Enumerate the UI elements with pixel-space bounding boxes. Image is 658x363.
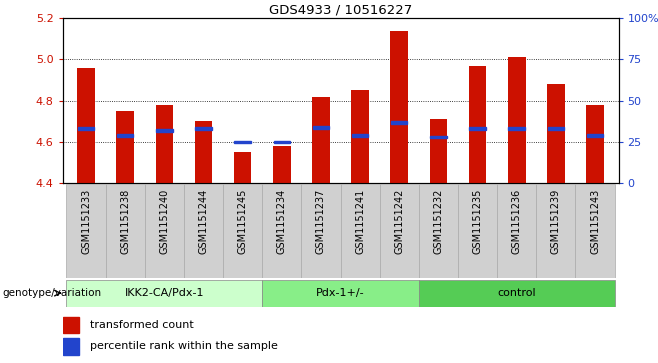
Bar xyxy=(301,184,341,278)
Text: GSM1151234: GSM1151234 xyxy=(277,189,287,254)
Bar xyxy=(547,84,565,183)
Text: GSM1151244: GSM1151244 xyxy=(199,189,209,254)
Bar xyxy=(468,66,486,183)
Text: genotype/variation: genotype/variation xyxy=(2,288,101,298)
Bar xyxy=(341,184,380,278)
Text: GSM1151243: GSM1151243 xyxy=(590,189,600,254)
Bar xyxy=(391,121,407,123)
Bar xyxy=(509,127,525,130)
Bar xyxy=(262,184,301,278)
Bar xyxy=(78,127,94,130)
Text: GSM1151237: GSM1151237 xyxy=(316,189,326,254)
Bar xyxy=(419,280,615,307)
Text: GSM1151239: GSM1151239 xyxy=(551,189,561,254)
Text: GSM1151241: GSM1151241 xyxy=(355,189,365,254)
Text: GSM1151235: GSM1151235 xyxy=(472,189,482,254)
Bar xyxy=(223,184,262,278)
Bar xyxy=(156,129,172,132)
Bar xyxy=(497,184,536,278)
Bar xyxy=(195,121,213,183)
Text: GSM1151245: GSM1151245 xyxy=(238,189,247,254)
Bar xyxy=(536,184,576,278)
Bar xyxy=(390,30,408,183)
Bar xyxy=(66,184,105,278)
Bar xyxy=(547,127,564,130)
Bar xyxy=(234,141,251,143)
Bar xyxy=(469,127,486,130)
Bar xyxy=(117,134,134,137)
Bar xyxy=(313,126,329,129)
Bar xyxy=(586,105,604,183)
Text: GSM1151240: GSM1151240 xyxy=(159,189,169,254)
Bar xyxy=(77,68,95,183)
Bar xyxy=(145,184,184,278)
Bar xyxy=(273,146,291,183)
Bar xyxy=(105,184,145,278)
Bar xyxy=(458,184,497,278)
Text: Pdx-1+/-: Pdx-1+/- xyxy=(316,288,365,298)
Bar xyxy=(430,136,447,138)
Text: GSM1151238: GSM1151238 xyxy=(120,189,130,254)
Text: GSM1151242: GSM1151242 xyxy=(394,189,404,254)
Bar xyxy=(116,111,134,183)
Bar xyxy=(274,141,290,143)
Bar xyxy=(155,105,173,183)
Bar xyxy=(351,90,369,183)
Title: GDS4933 / 10516227: GDS4933 / 10516227 xyxy=(269,4,412,17)
Bar xyxy=(430,119,447,183)
Text: control: control xyxy=(497,288,536,298)
Text: IKK2-CA/Pdx-1: IKK2-CA/Pdx-1 xyxy=(124,288,204,298)
Bar xyxy=(312,97,330,183)
Bar xyxy=(352,134,368,137)
Text: GSM1151233: GSM1151233 xyxy=(81,189,91,254)
Bar xyxy=(262,280,419,307)
Bar xyxy=(576,184,615,278)
Bar xyxy=(419,184,458,278)
Bar xyxy=(184,184,223,278)
Text: GSM1151232: GSM1151232 xyxy=(434,189,443,254)
Bar xyxy=(508,57,526,183)
Bar xyxy=(380,184,419,278)
Bar xyxy=(63,338,79,355)
Text: GSM1151236: GSM1151236 xyxy=(512,189,522,254)
Text: transformed count: transformed count xyxy=(90,321,194,330)
Bar xyxy=(63,317,79,333)
Bar xyxy=(234,152,251,183)
Bar xyxy=(66,280,262,307)
Text: percentile rank within the sample: percentile rank within the sample xyxy=(90,341,278,351)
Bar xyxy=(195,127,212,130)
Bar xyxy=(587,134,603,137)
